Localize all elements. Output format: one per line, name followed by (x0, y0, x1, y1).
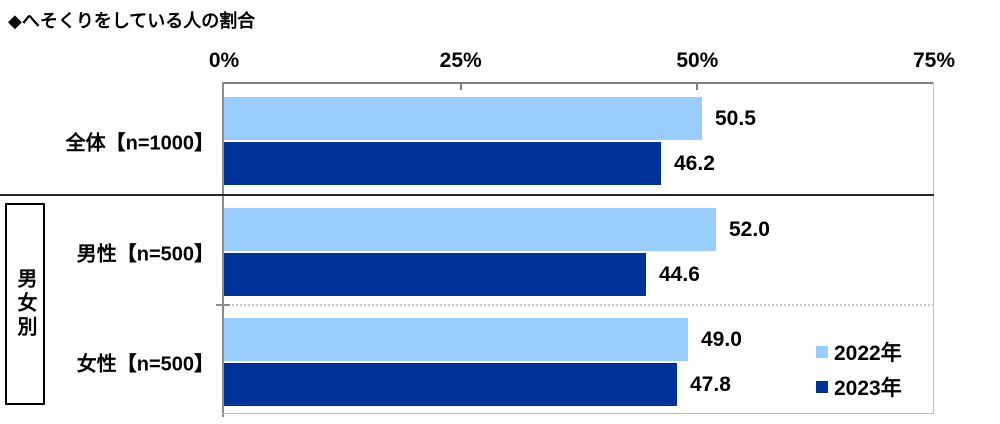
value-label: 50.5 (715, 107, 756, 130)
plot-border-right (933, 82, 934, 413)
separator-axis-tick (216, 304, 230, 306)
x-tick-label: 50% (676, 49, 719, 72)
legend-swatch (816, 380, 828, 393)
legend-swatch (816, 345, 828, 358)
category-label: 女性【n=500】 (76, 353, 214, 376)
bar-2022年-0 (224, 97, 702, 140)
bar-2022年-1 (224, 208, 716, 251)
x-tick-mark (459, 84, 462, 90)
bar-2022年-2 (224, 318, 688, 361)
gender-group-label: 男女別 (14, 268, 36, 340)
x-axis-line (222, 82, 934, 84)
value-label: 44.6 (659, 263, 700, 286)
x-tick-mark (696, 84, 699, 90)
legend-label: 2023年 (834, 376, 902, 400)
legend: 2022年 2023年 (816, 338, 902, 408)
value-label: 52.0 (729, 218, 770, 241)
y-axis-line (222, 82, 224, 417)
x-tick-label: 0% (208, 49, 240, 72)
bar-2023年-2 (224, 363, 677, 406)
gender-group-bracket: 男女別 (5, 203, 45, 405)
category-label: 全体【n=1000】 (65, 132, 214, 155)
value-label: 46.2 (674, 152, 715, 175)
bar-2023年-1 (224, 253, 646, 296)
legend-item-2023年: 2023年 (816, 373, 902, 400)
separator-total-vs-gender (0, 194, 934, 196)
x-tick-label: 75% (912, 49, 956, 72)
bar-2023年-0 (224, 142, 661, 185)
separator-male-vs-female (224, 304, 934, 306)
plot-border-bottom (222, 413, 934, 414)
chart-title: ◆へそくりをしている人の割合 (8, 11, 256, 31)
x-tick-label: 25% (439, 49, 482, 72)
legend-item-2022年: 2022年 (816, 338, 902, 365)
legend-label: 2022年 (834, 341, 902, 365)
value-label: 47.8 (690, 373, 731, 396)
value-label: 49.0 (701, 328, 742, 351)
category-label: 男性【n=500】 (76, 243, 214, 266)
